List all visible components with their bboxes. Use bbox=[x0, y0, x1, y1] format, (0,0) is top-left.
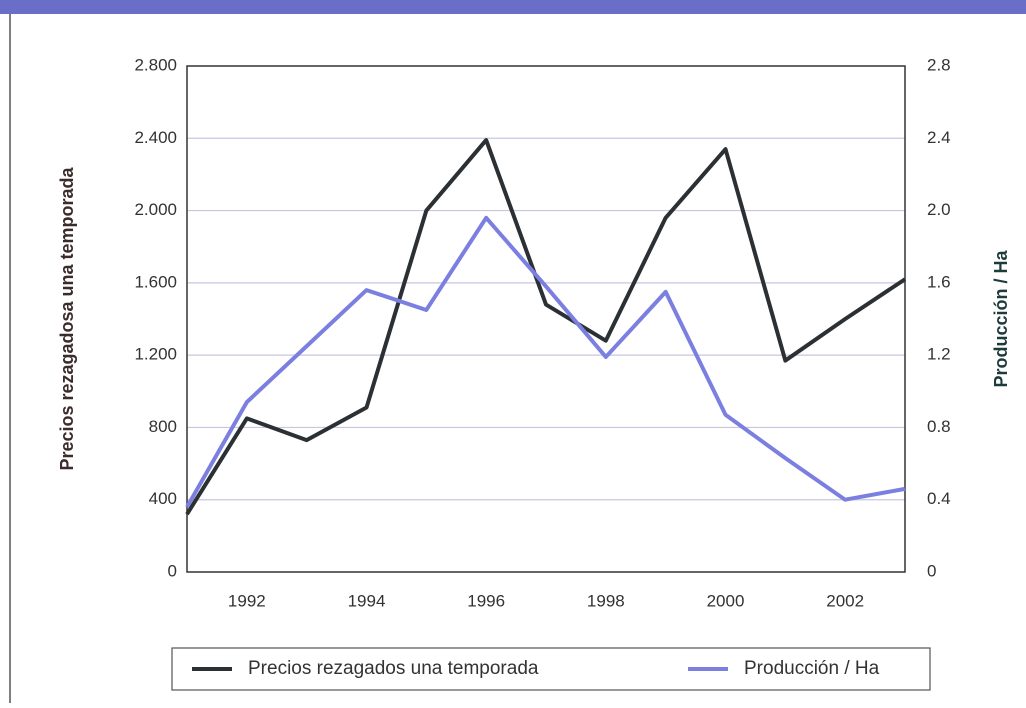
y-tick-label: 1.200 bbox=[134, 345, 177, 364]
x-tick-label: 1994 bbox=[348, 591, 386, 610]
x-tick-label: 1996 bbox=[467, 591, 505, 610]
y2-tick-label: 1.6 bbox=[927, 272, 951, 291]
y2-tick-label: 0.8 bbox=[927, 417, 951, 436]
x-tick-label: 2000 bbox=[707, 591, 745, 610]
y2-tick-label: 2.0 bbox=[927, 200, 951, 219]
series-line bbox=[185, 138, 907, 516]
y2-tick-label: 0 bbox=[927, 561, 936, 580]
y-tick-label: 2.400 bbox=[134, 128, 177, 147]
y-tick-label: 2.800 bbox=[134, 55, 177, 74]
y-tick-label: 0 bbox=[168, 561, 177, 580]
y-tick-label: 800 bbox=[149, 417, 177, 436]
y-tick-label: 400 bbox=[149, 489, 177, 508]
legend-box bbox=[171, 647, 931, 691]
y-tick-label: 1.600 bbox=[134, 272, 177, 291]
y-axis-label: Precios rezagadosa una temporada bbox=[57, 166, 77, 470]
plot-frame bbox=[186, 65, 906, 573]
y2-tick-label: 2.8 bbox=[927, 55, 951, 74]
y2-tick-label: 2.4 bbox=[927, 128, 951, 147]
x-tick-label: 2002 bbox=[826, 591, 864, 610]
x-tick-label: 1998 bbox=[587, 591, 625, 610]
header-bar bbox=[0, 0, 1026, 14]
x-tick-label: 1992 bbox=[228, 591, 266, 610]
y-tick-label: 2.000 bbox=[134, 200, 177, 219]
legend-label: Precios rezagados una temporada bbox=[248, 658, 539, 679]
y2-tick-label: 1.2 bbox=[927, 345, 951, 364]
legend-label: Producción / Ha bbox=[744, 658, 880, 679]
y2-tick-label: 0.4 bbox=[927, 489, 951, 508]
y2-axis-label: Producción / Ha bbox=[991, 250, 1011, 388]
series-line bbox=[185, 215, 906, 508]
